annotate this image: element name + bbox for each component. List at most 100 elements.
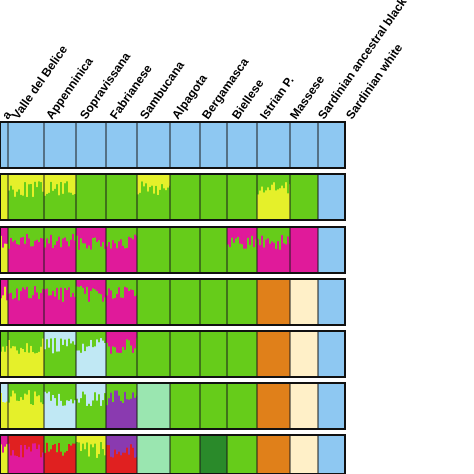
admixture-bar bbox=[16, 227, 18, 245]
admixture-bar bbox=[251, 227, 253, 236]
admixture-bar bbox=[96, 331, 98, 340]
population-block bbox=[227, 331, 257, 377]
admixture-bar bbox=[98, 279, 100, 294]
admixture-bar bbox=[28, 435, 30, 447]
admixture-bar bbox=[110, 279, 112, 291]
admixture-bar bbox=[132, 383, 134, 393]
admixture-bar bbox=[12, 174, 14, 190]
admixture-bar bbox=[257, 227, 259, 239]
admixture-bar bbox=[46, 227, 48, 239]
admixture-bar bbox=[120, 383, 122, 401]
population-block bbox=[257, 435, 290, 474]
admixture-bar bbox=[263, 174, 265, 193]
admixture-bar bbox=[20, 331, 22, 348]
panel-frame bbox=[0, 226, 346, 274]
population-block bbox=[170, 435, 200, 474]
admixture-bar bbox=[24, 279, 26, 290]
population-block bbox=[200, 279, 227, 325]
admixture-bar bbox=[277, 174, 279, 190]
admixture-bar bbox=[128, 331, 130, 341]
ancestry-panel-k2 bbox=[0, 173, 346, 221]
admixture-bar bbox=[134, 331, 136, 349]
admixture-bar bbox=[50, 435, 52, 450]
admixture-bar bbox=[56, 279, 58, 288]
admixture-bar bbox=[153, 174, 155, 194]
admixture-bar bbox=[46, 435, 48, 443]
admixture-bar bbox=[28, 279, 30, 299]
admixture-bar bbox=[58, 227, 60, 237]
admixture-bar bbox=[66, 331, 68, 347]
admixture-bar bbox=[64, 331, 66, 340]
admixture-bar bbox=[102, 227, 104, 243]
admixture-bar bbox=[38, 279, 40, 300]
admixture-bar bbox=[48, 435, 50, 452]
population-block bbox=[290, 331, 318, 377]
admixture-bar bbox=[92, 435, 94, 448]
admixture-bar bbox=[82, 383, 84, 392]
admixture-bar bbox=[46, 383, 48, 394]
admixture-bar bbox=[106, 227, 108, 247]
admixture-bar bbox=[62, 383, 64, 406]
admixture-bar bbox=[102, 383, 104, 401]
population-block bbox=[318, 174, 346, 220]
admixture-bar bbox=[98, 435, 100, 455]
admixture-bar bbox=[118, 383, 120, 396]
admixture-bar bbox=[108, 383, 110, 399]
admixture-bar bbox=[10, 174, 12, 186]
admixture-bar bbox=[44, 279, 46, 290]
admixture-bar bbox=[16, 331, 18, 351]
population-block bbox=[44, 122, 76, 168]
admixture-bar bbox=[267, 227, 269, 239]
admixture-bar bbox=[28, 174, 30, 185]
admixture-bar bbox=[72, 383, 74, 404]
admixture-bar bbox=[22, 383, 24, 400]
admixture-bar bbox=[62, 435, 64, 456]
admixture-bar bbox=[269, 174, 271, 191]
admixture-bar bbox=[88, 435, 90, 457]
admixture-bar bbox=[94, 383, 96, 393]
admixture-bar bbox=[116, 279, 118, 294]
population-block bbox=[137, 383, 170, 429]
admixture-bar bbox=[26, 331, 28, 344]
admixture-bar bbox=[167, 174, 169, 188]
admixture-bar bbox=[6, 435, 8, 445]
population-block bbox=[200, 174, 227, 220]
admixture-bar bbox=[157, 174, 159, 195]
admixture-bar bbox=[100, 227, 102, 247]
admixture-bar bbox=[58, 435, 60, 443]
population-block bbox=[227, 383, 257, 429]
admixture-bar bbox=[18, 227, 20, 245]
admixture-bar bbox=[74, 383, 76, 401]
admixture-bar bbox=[58, 279, 60, 300]
admixture-bar bbox=[36, 383, 38, 397]
admixture-bar bbox=[16, 435, 18, 456]
admixture-bar bbox=[68, 174, 70, 193]
admixture-bar bbox=[68, 383, 70, 401]
admixture-bar bbox=[122, 279, 124, 298]
admixture-bar bbox=[36, 174, 38, 188]
admixture-bar bbox=[38, 331, 40, 352]
population-block bbox=[227, 122, 257, 168]
admixture-bar bbox=[50, 227, 52, 235]
admixture-bar bbox=[8, 331, 10, 341]
admixture-bar bbox=[84, 383, 86, 395]
admixture-bar bbox=[279, 174, 281, 189]
admixture-bar bbox=[74, 331, 76, 345]
admixture-bar bbox=[132, 279, 134, 291]
admixture-bar bbox=[277, 227, 279, 242]
admixture-bar bbox=[285, 174, 287, 183]
admixture-bar bbox=[120, 435, 122, 456]
admixture-bar bbox=[2, 331, 4, 347]
population-block bbox=[290, 227, 318, 273]
admixture-bar bbox=[56, 435, 58, 453]
admixture-bar bbox=[88, 279, 90, 302]
admixture-bar bbox=[10, 331, 12, 349]
admixture-bar bbox=[54, 383, 56, 399]
admixture-bar bbox=[20, 279, 22, 292]
admixture-bar bbox=[40, 227, 42, 238]
panel-frame bbox=[0, 330, 346, 378]
admixture-bar bbox=[38, 435, 40, 445]
admixture-bar bbox=[110, 383, 112, 393]
admixture-bar bbox=[8, 279, 10, 294]
admixture-bar bbox=[90, 435, 92, 445]
